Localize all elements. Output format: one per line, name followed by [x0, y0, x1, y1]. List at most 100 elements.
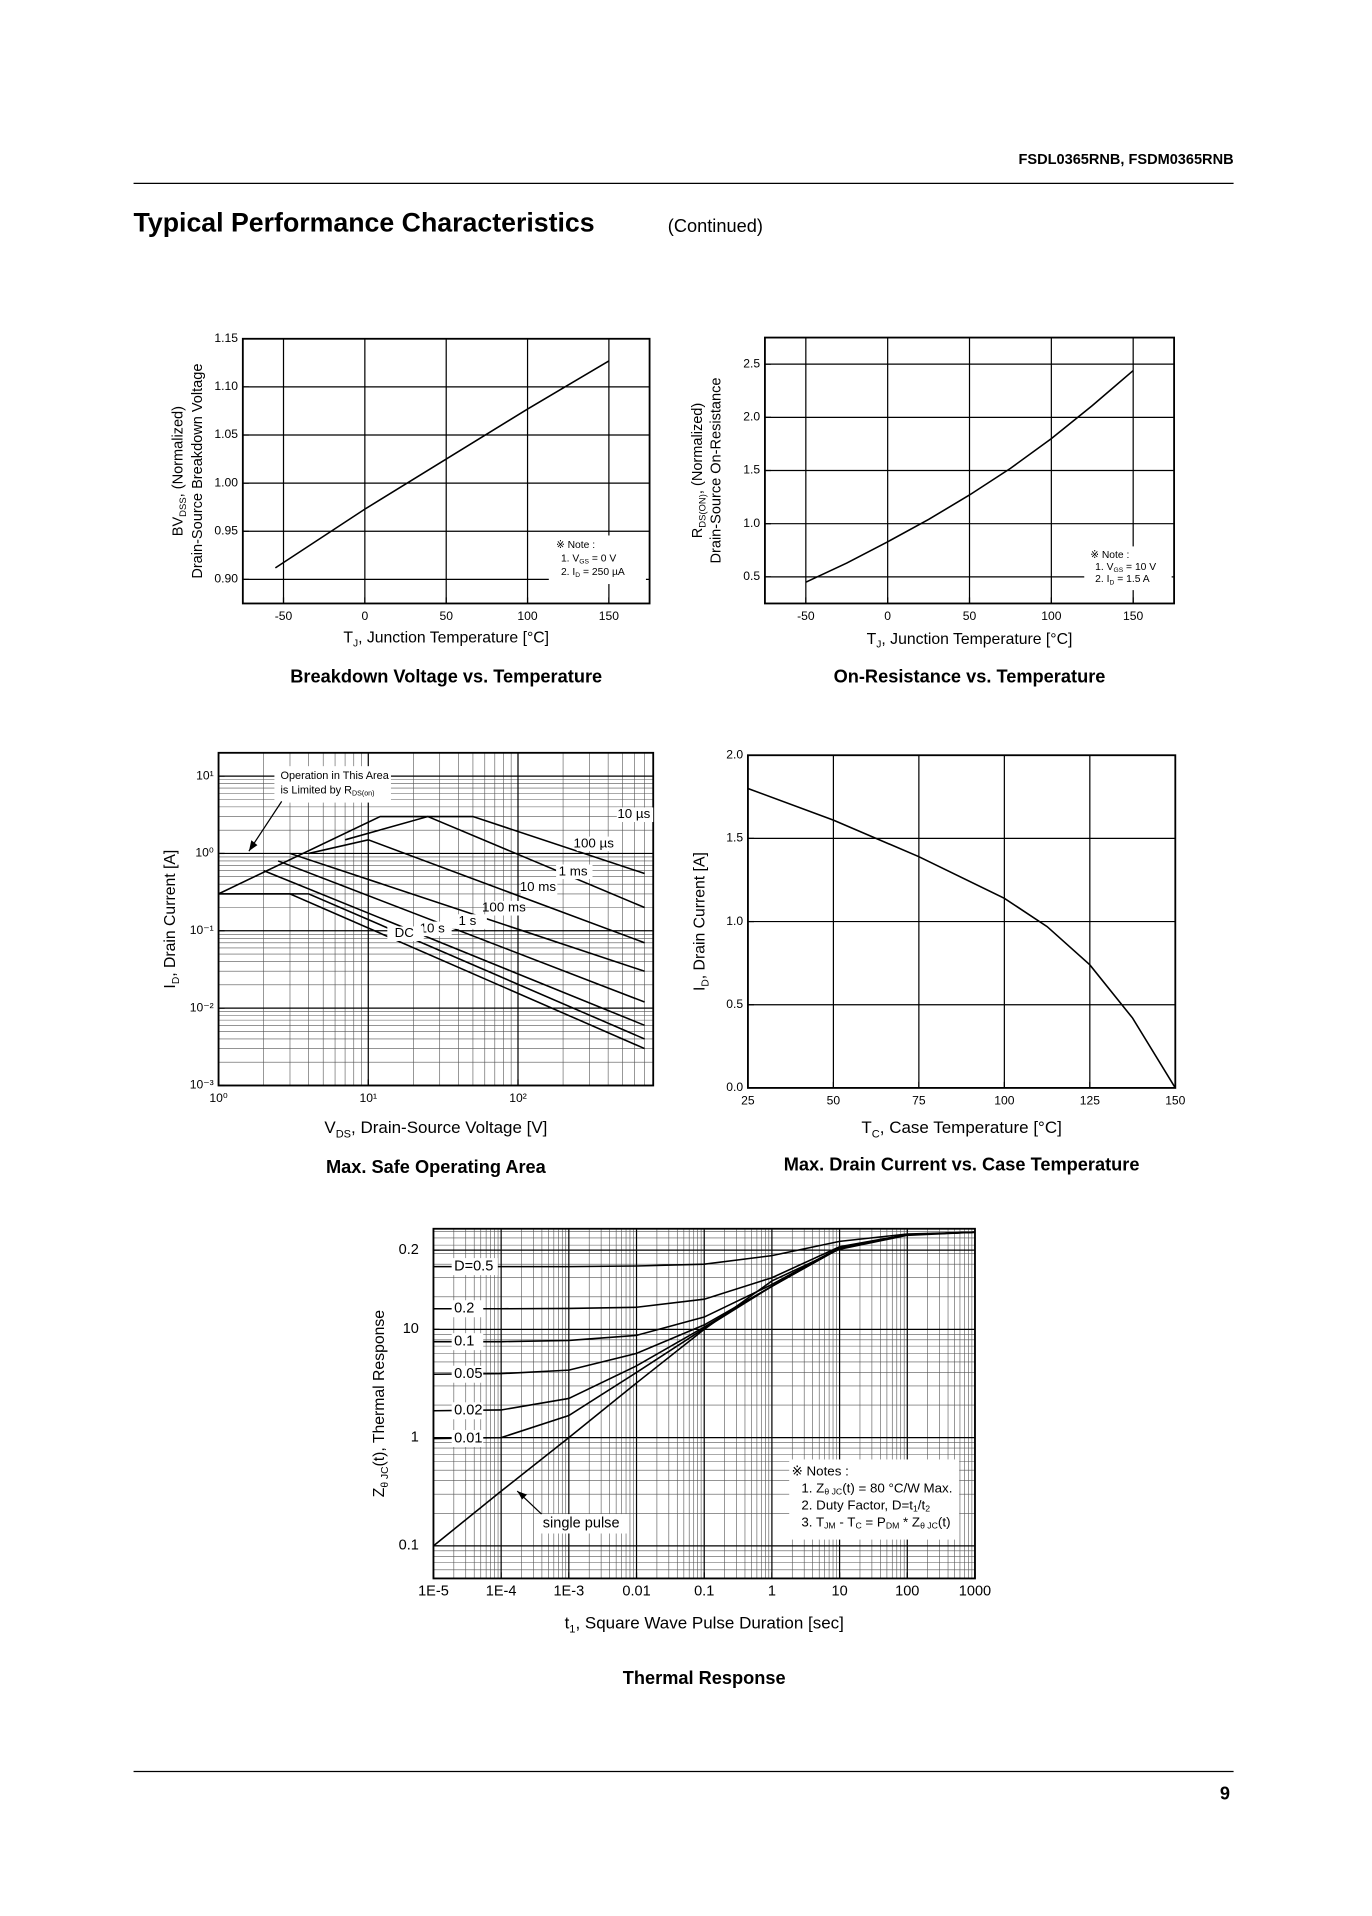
series-label: 1 ms [559, 863, 588, 878]
series-label: 10 ms [520, 879, 557, 894]
series-label: 0.05 [454, 1366, 482, 1382]
x-axis-label: TJ, Junction Temperature [°C] [343, 630, 549, 649]
x-axis-label-part: , Case Temperature [°C] [880, 1119, 1062, 1138]
page-subtitle: (Continued) [668, 216, 763, 236]
annotation-line-sub: DS(on) [352, 790, 374, 798]
data-line [433, 1231, 975, 1268]
y-tick-label: 10⁻³ [190, 1078, 214, 1092]
x-tick-label: 50 [963, 609, 977, 623]
annotation-box [274, 766, 391, 803]
page-title: Typical Performance Characteristics [134, 208, 595, 238]
series-label-bg [451, 1365, 484, 1383]
chart-caption: Breakdown Voltage vs. Temperature [290, 666, 602, 686]
x-tick-label: 0 [361, 609, 368, 623]
series-label-bg [451, 1300, 484, 1318]
header: FSDL0365RNB, FSDM0365RNB [1019, 152, 1234, 168]
series-label-bg [616, 807, 654, 823]
x-tick-label: 125 [1080, 1093, 1100, 1107]
note-line-part: = 0 V [589, 553, 616, 564]
note-line-part: 2. Duty Factor, D=t [801, 1497, 913, 1512]
series-label: D=0.5 [454, 1258, 493, 1274]
y-tick-label: 1.0 [726, 914, 743, 928]
annotation-line: Operation in This Area [280, 770, 389, 782]
x-tick-label: 10 [831, 1584, 847, 1600]
x-axis-label-sub: J [353, 638, 358, 649]
y-axis-label-sub: DS(ON) [697, 494, 708, 528]
series-label: 100 ms [482, 900, 526, 915]
series-label: single pulse [543, 1516, 620, 1532]
data-line [308, 838, 645, 944]
y-tick-label: 10 [403, 1321, 419, 1337]
x-axis-label: TC, Case Temperature [°C] [861, 1119, 1061, 1141]
x-tick-label: 10¹ [360, 1091, 378, 1105]
note-line: 1. VGS = 0 V [561, 553, 616, 565]
x-tick-label: 75 [912, 1093, 926, 1107]
data-line [274, 360, 610, 569]
x-axis-label-part: , Junction Temperature [°C] [358, 630, 549, 647]
y-tick-label: 1 [411, 1429, 419, 1445]
x-axis-label: t1, Square Wave Pulse Duration [sec] [565, 1614, 844, 1636]
y-tick-label: 1.5 [743, 463, 760, 477]
note-line-part: - T [836, 1514, 856, 1529]
note-line-part: ※ Notes : [792, 1463, 849, 1478]
y-tick-label: 0.90 [214, 572, 238, 586]
chart-caption: Max. Safe Operating Area [326, 1157, 547, 1177]
note-line: ※ Note : [556, 540, 595, 551]
series-label: DC [395, 925, 415, 940]
series-label-bg [576, 836, 614, 852]
note-line-part: ※ Note : [1090, 550, 1129, 561]
page-number: 9 [1220, 1783, 1230, 1803]
x-tick-label: 150 [1165, 1093, 1185, 1107]
y-tick-label: 0.2 [399, 1242, 419, 1258]
y-tick-label: 1.10 [214, 379, 238, 393]
note-box [789, 1459, 960, 1540]
series-label-bg [520, 880, 558, 895]
y-axis-label: ID, Drain Current [A] [162, 850, 181, 989]
y-tick-label: 1.00 [214, 475, 238, 489]
y-axis-label-part: R [690, 528, 706, 539]
x-axis-label-part: , Junction Temperature [°C] [881, 631, 1072, 648]
y-tick-label: 1.15 [214, 331, 238, 345]
y-axis-label-part: I [692, 987, 709, 991]
x-axis-label-part: T [861, 1119, 871, 1138]
y-axis-label: RDS(ON), (Normalized) [690, 403, 708, 539]
note-line: 2. ID = 1.5 A [1095, 574, 1150, 586]
y-axis-label: Drain-Source On-Resistance [708, 378, 724, 564]
note-line-part: /t [918, 1497, 926, 1512]
note-line-part: 2. I [1095, 574, 1109, 585]
series-label: 10 s [420, 920, 446, 935]
x-axis-label-sub: C [872, 1128, 880, 1140]
series-label-bg [556, 864, 593, 880]
note-line-sub: 1 [913, 1504, 918, 1514]
data-line [218, 893, 645, 1050]
x-tick-label: 100 [517, 609, 537, 623]
y-axis-label-sub: DSS [177, 497, 188, 516]
x-tick-label: 1E-5 [418, 1584, 449, 1600]
y-axis-label-part: Drain-Source On-Resistance [708, 378, 724, 564]
note-box [548, 535, 646, 585]
y-axis-label-part: , Drain Current [A] [162, 850, 179, 977]
x-tick-label: 50 [827, 1093, 841, 1107]
x-tick-label: 100 [994, 1093, 1014, 1107]
note-line-part: 2. I [561, 567, 575, 578]
y-tick-label: 0.95 [214, 523, 238, 537]
data-line [263, 869, 645, 1027]
series-label-bg [451, 1258, 498, 1276]
note-line: 1. Zθ JC(t) = 80 °C/W Max. [801, 1480, 952, 1497]
y-tick-label: 10⁻¹ [190, 923, 214, 937]
x-axis-label-sub: J [876, 639, 881, 650]
note-line-sub: GS [579, 558, 589, 565]
x-axis-label-part: T [867, 631, 877, 648]
x-tick-label: 1 [768, 1584, 776, 1600]
note-line: 2. Duty Factor, D=t1/t2 [801, 1497, 930, 1514]
x-tick-label: 150 [599, 609, 619, 623]
y-axis-label-sub: θ JC [379, 1466, 390, 1488]
note-line-part: = P [862, 1514, 886, 1529]
series-label-bg [451, 1430, 484, 1448]
annotation-arrowhead [248, 840, 258, 852]
y-axis-label-sub: D [171, 977, 182, 984]
y-tick-label: 10¹ [196, 768, 214, 782]
x-tick-label: 0.1 [694, 1584, 714, 1600]
x-axis-label-sub: DS [336, 1128, 351, 1140]
